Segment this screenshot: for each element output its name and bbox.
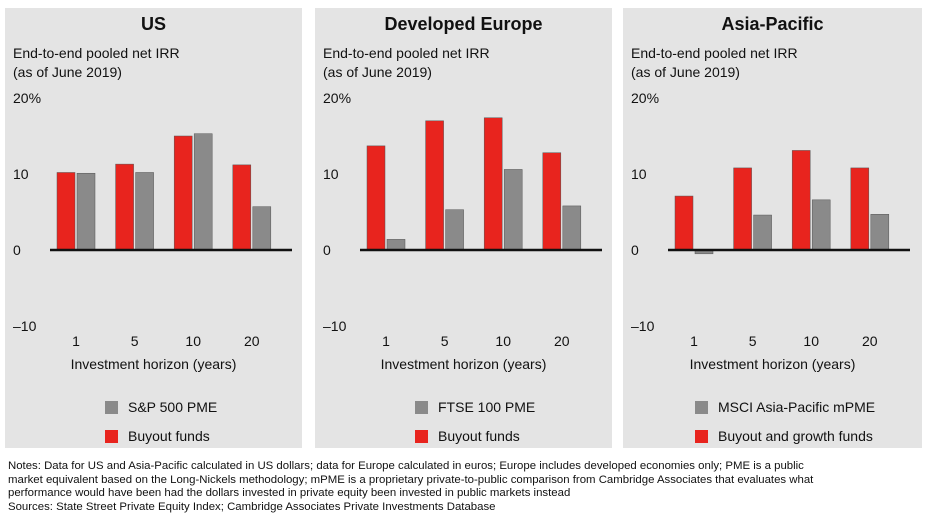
subtitle-line-1: End-to-end pooled net IRR — [631, 45, 798, 61]
chart-panel-us: US End-to-end pooled net IRR (as of June… — [5, 8, 302, 448]
x-axis-label: Investment horizon (years) — [380, 356, 547, 372]
legend-item-buyout: Buyout and growth funds — [695, 425, 875, 447]
legend-swatch-pme — [105, 400, 118, 414]
chart-panel-developed-europe: Developed Europe End-to-end pooled net I… — [315, 8, 612, 448]
bar-buyout — [674, 195, 694, 251]
legend-item-pme: MSCI Asia-Pacific mPME — [695, 396, 875, 418]
bar-pme — [386, 239, 406, 251]
x-tick-label: 1 — [690, 333, 698, 349]
bar-pme — [252, 206, 272, 251]
legend-swatch-pme — [695, 400, 708, 414]
bar-chart-us: 20% 10 0 –10 1 5 10 20 — [13, 90, 292, 349]
bar-pme — [135, 172, 154, 251]
y-tick-label: 10 — [631, 166, 647, 182]
bar-chart-asia-pacific: 20% 10 0 –10 1 5 10 20 — [631, 90, 910, 349]
legend-swatch-pme — [415, 400, 428, 414]
x-tick-label: 20 — [862, 333, 878, 349]
subtitle-line-2: (as of June 2019) — [631, 64, 740, 80]
bar-pme — [193, 133, 213, 251]
x-tick-label: 5 — [441, 333, 449, 349]
y-tick-label: 0 — [631, 242, 639, 258]
legend: S&P 500 PME Buyout funds — [105, 396, 217, 454]
bar-chart-developed-europe: 20% 10 0 –10 1 5 10 20 — [323, 90, 602, 349]
bar-buyout — [733, 167, 752, 251]
legend-item-pme: FTSE 100 PME — [415, 396, 535, 418]
legend-label: Buyout and growth funds — [718, 428, 873, 444]
bar-buyout — [791, 150, 811, 251]
y-tick-label: 20% — [323, 90, 351, 106]
y-tick-label: 20% — [631, 90, 659, 106]
x-tick-label: 1 — [72, 333, 80, 349]
chart-title: US — [140, 14, 166, 34]
legend: MSCI Asia-Pacific mPME Buyout and growth… — [695, 396, 875, 454]
chart-notes: Notes: Data for US and Asia-Pacific calc… — [8, 460, 933, 514]
bar-buyout — [850, 167, 870, 251]
legend-label: Buyout funds — [438, 428, 520, 444]
y-tick-label: –10 — [13, 318, 37, 334]
notes-line: market equivalent based on the Long-Nick… — [8, 473, 814, 486]
x-axis-label: Investment horizon (years) — [689, 356, 856, 372]
legend-item-buyout: Buyout funds — [105, 425, 217, 447]
bar-pme — [445, 209, 464, 251]
chart-subtitle: End-to-end pooled net IRR (as of June 20… — [323, 44, 490, 82]
chart-panel-asia-pacific: Asia-Pacific End-to-end pooled net IRR (… — [623, 8, 922, 448]
x-tick-label: 1 — [382, 333, 390, 349]
legend-swatch-buyout — [105, 429, 118, 443]
bar-pme — [76, 172, 96, 251]
y-tick-label: 10 — [323, 166, 339, 182]
chart-title: Developed Europe — [384, 14, 543, 34]
bar-buyout — [232, 164, 252, 251]
subtitle-line-1: End-to-end pooled net IRR — [323, 45, 490, 61]
legend: FTSE 100 PME Buyout funds — [415, 396, 535, 454]
legend-item-pme: S&P 500 PME — [105, 396, 217, 418]
legend-label: FTSE 100 PME — [438, 399, 536, 415]
bar-buyout — [56, 172, 76, 251]
bar-buyout — [425, 120, 444, 251]
bar-pme — [562, 205, 582, 251]
bar-buyout — [542, 152, 562, 251]
x-tick-label: 5 — [131, 333, 139, 349]
bar-pme — [503, 169, 523, 251]
x-tick-label: 10 — [495, 333, 511, 349]
y-tick-label: –10 — [631, 318, 655, 334]
chart-title: Asia-Pacific — [721, 14, 824, 34]
legend-label: MSCI Asia-Pacific mPME — [718, 399, 876, 415]
x-axis-label: Investment horizon (years) — [70, 356, 237, 372]
x-tick-label: 10 — [185, 333, 201, 349]
legend-swatch-buyout — [695, 429, 708, 443]
x-tick-label: 5 — [749, 333, 757, 349]
y-tick-label: 0 — [323, 242, 331, 258]
y-tick-label: –10 — [323, 318, 347, 334]
y-tick-label: 20% — [13, 90, 41, 106]
bar-pme — [753, 214, 772, 251]
notes-line: performance would have been had the doll… — [8, 487, 571, 500]
x-tick-label: 10 — [803, 333, 819, 349]
bar-buyout — [483, 117, 503, 251]
subtitle-line-1: End-to-end pooled net IRR — [13, 45, 180, 61]
chart-subtitle: End-to-end pooled net IRR (as of June 20… — [13, 44, 180, 82]
subtitle-line-2: (as of June 2019) — [323, 64, 432, 80]
legend-label: S&P 500 PME — [128, 399, 218, 415]
bar-buyout — [366, 145, 386, 251]
legend-item-buyout: Buyout funds — [415, 425, 535, 447]
y-tick-label: 0 — [13, 242, 21, 258]
legend-label: Buyout funds — [128, 428, 210, 444]
bar-buyout — [173, 135, 193, 251]
x-tick-label: 20 — [244, 333, 260, 349]
bar-buyout — [115, 163, 134, 251]
bar-pme — [870, 214, 890, 251]
y-tick-label: 10 — [13, 166, 29, 182]
notes-line: Notes: Data for US and Asia-Pacific calc… — [8, 460, 804, 472]
x-tick-label: 20 — [554, 333, 570, 349]
bar-pme — [811, 199, 831, 251]
sources-line: Sources: State Street Private Equity Ind… — [8, 500, 496, 513]
subtitle-line-2: (as of June 2019) — [13, 64, 122, 80]
chart-subtitle: End-to-end pooled net IRR (as of June 20… — [631, 44, 798, 82]
legend-swatch-buyout — [415, 429, 428, 443]
